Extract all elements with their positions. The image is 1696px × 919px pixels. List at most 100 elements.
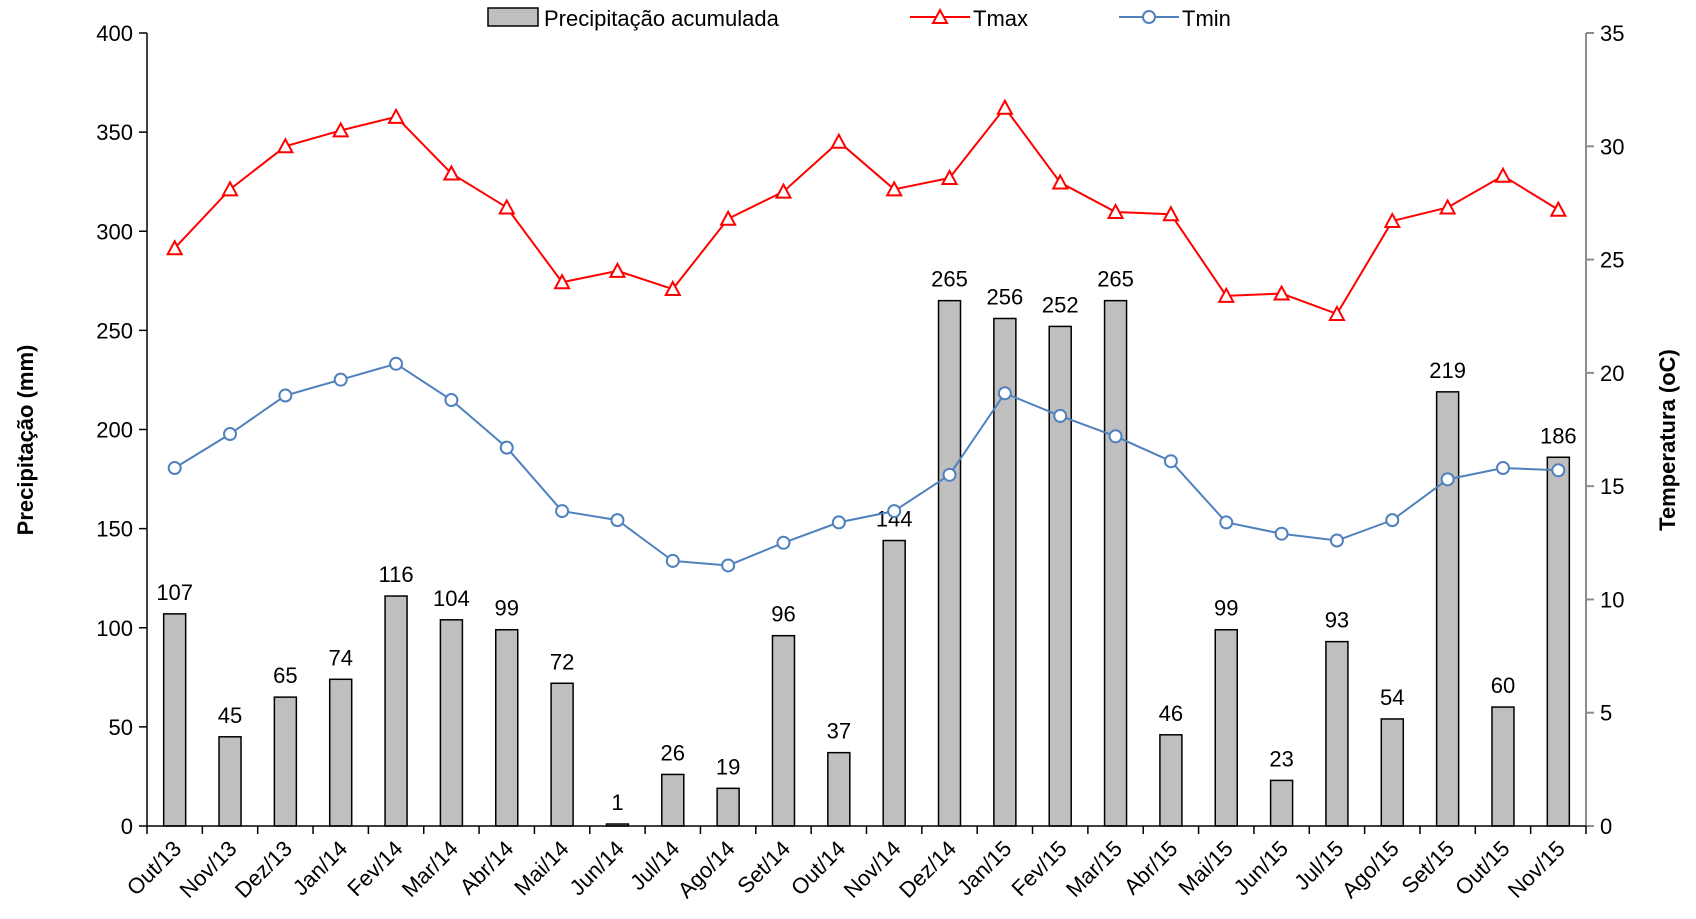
x-tick-label: Ago/14 — [673, 836, 740, 903]
tmax-marker — [1106, 202, 1125, 219]
x-tick-label: Out/15 — [1450, 836, 1514, 900]
precipitation-data-label: 96 — [771, 602, 795, 627]
tmin-marker — [665, 553, 680, 568]
tmin-marker — [1495, 461, 1510, 476]
precipitation-bar — [1048, 325, 1072, 827]
precipitation-data-label: 265 — [1097, 267, 1134, 292]
tmax-marker — [387, 107, 405, 124]
x-tick-label: Abr/15 — [1119, 836, 1183, 900]
tmin-marker — [1274, 526, 1289, 541]
tmax-marker — [553, 273, 571, 290]
tmax-marker — [1549, 200, 1568, 217]
x-tick-label: Mar/14 — [397, 836, 463, 902]
precipitation-data-label: 116 — [379, 562, 414, 587]
precipitation-data-label: 186 — [1540, 423, 1577, 448]
precipitation-bar — [384, 595, 408, 827]
x-tick-label: Mai/14 — [509, 836, 573, 900]
tmin-marker — [1440, 472, 1455, 487]
x-tick-label: Jun/14 — [565, 836, 629, 900]
tmin-marker — [1551, 463, 1566, 478]
y2-tick-label: 5 — [1600, 701, 1612, 726]
y2-tick-label: 20 — [1600, 361, 1624, 386]
tmin-line — [174, 362, 1559, 567]
y2-tick-label: 10 — [1600, 587, 1624, 612]
precipitation-bar — [1546, 456, 1571, 827]
legend-swatch-precipitation — [487, 7, 539, 27]
y2-tick-label: 25 — [1600, 248, 1624, 273]
precipitation-bars — [162, 299, 1571, 827]
x-tick-label: Set/14 — [732, 836, 795, 899]
tmax-marker — [1217, 286, 1235, 303]
precipitation-bar — [771, 634, 796, 827]
y-tick-label: 150 — [96, 517, 133, 542]
tmax-marker — [1494, 166, 1512, 183]
precipitation-bar — [716, 787, 740, 827]
precipitation-data-label: 60 — [1491, 673, 1515, 698]
precipitation-data-label: 1 — [611, 790, 623, 815]
tmin-marker — [1108, 429, 1123, 444]
tmin-marker — [223, 427, 238, 442]
precipitation-bar — [1380, 718, 1405, 827]
x-tick-label: Set/15 — [1397, 836, 1460, 899]
precipitation-data-label: 99 — [495, 596, 519, 621]
legend-marker-tmax — [931, 7, 949, 24]
precipitation-bar — [1269, 779, 1294, 827]
tmax-marker — [774, 182, 793, 199]
tmin-marker — [555, 504, 570, 519]
precipitation-data-label: 65 — [273, 663, 297, 688]
tmax-marker — [1328, 304, 1346, 321]
tmin-marker — [997, 386, 1012, 401]
precipitation-bar — [882, 539, 906, 827]
y-tick-label: 100 — [96, 616, 133, 641]
tmin-marker — [1163, 454, 1178, 469]
legend-label-precipitation: Precipitação acumulada — [544, 6, 780, 31]
precipitation-data-label: 19 — [716, 754, 740, 779]
y2-tick-label: 0 — [1600, 814, 1612, 839]
x-tick-label: Ago/15 — [1337, 836, 1404, 903]
y2-tick-label: 30 — [1600, 134, 1624, 159]
precipitation-bar — [1103, 299, 1128, 827]
precipitation-bar — [495, 628, 519, 827]
precipitation-bar — [661, 773, 685, 827]
precipitation-data-label: 45 — [218, 703, 242, 728]
tmin-marker — [1329, 533, 1344, 548]
tmin-marker — [444, 393, 459, 408]
tmin-marker — [610, 513, 625, 528]
tmax-marker — [498, 198, 516, 215]
tmax-marker — [885, 180, 903, 197]
precipitation-data-label: 23 — [1269, 746, 1293, 771]
precipitation-data-label: 99 — [1214, 596, 1238, 621]
precipitation-bar — [218, 736, 242, 827]
tmin-marker — [167, 461, 182, 476]
precipitation-bar — [162, 613, 187, 827]
precipitation-data-label: 265 — [931, 267, 968, 292]
precipitation-data-label: 104 — [433, 586, 470, 611]
x-tick-label: Out/13 — [122, 836, 186, 900]
precipitation-bar — [1325, 640, 1349, 827]
tmin-marker — [1219, 515, 1234, 530]
x-tick-label: Fev/15 — [1007, 836, 1072, 901]
tmin-marker — [776, 535, 791, 550]
tmin-marker — [721, 558, 736, 573]
precipitation-data-label: 54 — [1380, 685, 1404, 710]
tmax-marker — [719, 209, 737, 226]
precipitation-bar — [273, 696, 298, 827]
x-tick-label: Nov/13 — [175, 836, 242, 903]
y2-tick-label: 35 — [1600, 21, 1624, 46]
tmax-marker — [1438, 198, 1457, 215]
y-tick-label: 350 — [96, 120, 133, 145]
precipitation-bar — [1491, 706, 1515, 827]
tmax-marker — [1272, 284, 1291, 301]
precipitation-data-label: 37 — [827, 719, 851, 744]
tmin-marker — [333, 372, 348, 387]
tmin-marker — [831, 515, 846, 530]
tmax-marker — [332, 121, 350, 138]
x-tick-label: Dez/14 — [894, 836, 961, 903]
tmax-marker — [165, 239, 184, 256]
tmax-marker — [830, 132, 848, 149]
tmax-marker — [664, 279, 682, 297]
tmax-marker — [442, 164, 461, 181]
tmax-marker — [1051, 173, 1069, 190]
x-tick-label: Nov/15 — [1503, 836, 1570, 903]
precipitation-data-label: 72 — [550, 649, 574, 674]
